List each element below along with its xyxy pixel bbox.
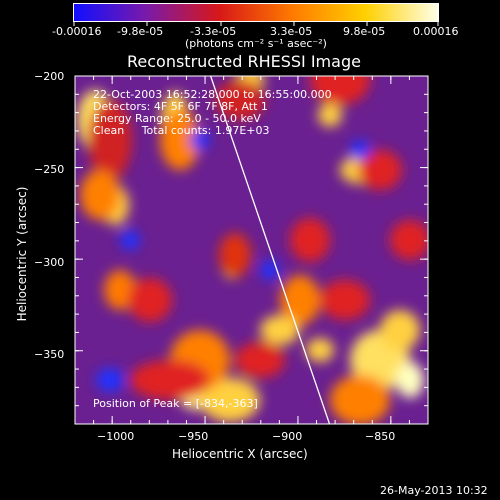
heatmap-blob	[396, 362, 424, 398]
x-tick-label: −1000	[97, 430, 135, 443]
colorbar-tick-label: -0.00016	[52, 25, 102, 38]
heatmap-blob	[390, 220, 428, 260]
y-axis-title: Heliocentric Y (arcsec)	[15, 186, 29, 322]
heatmap-blob	[88, 100, 132, 180]
colorbar	[73, 3, 439, 22]
y-tick-label: −300	[34, 256, 65, 269]
annotation-detectors: Detectors: 4F 5F 6F 7F 8F, Att 1	[93, 100, 268, 113]
x-tick-label: −950	[178, 430, 209, 443]
plot-title: Reconstructed RHESSI Image	[127, 52, 361, 71]
heatmap-blob	[310, 76, 370, 105]
heatmap-blob	[320, 280, 370, 320]
x-axis-title: Heliocentric X (arcsec)	[172, 447, 308, 461]
footer-timestamp: 26-May-2013 10:32	[380, 484, 488, 497]
heatmap-blob	[160, 110, 200, 170]
annotation-energy-range: Energy Range: 25.0 - 50.0 keV	[93, 112, 261, 125]
heatmap-blob	[215, 80, 265, 120]
y-tick-label: −350	[34, 348, 65, 361]
x-tick-label: −900	[272, 430, 303, 443]
heatmap-blob	[200, 378, 260, 422]
heatmap-blob	[380, 310, 420, 350]
annotation-clean-counts: Clean Total counts: 1.97E+03	[93, 124, 270, 137]
y-tick-label: −200	[34, 70, 65, 83]
colorbar-unit-label: (photons cm⁻² s⁻¹ asec⁻²)	[185, 37, 327, 50]
heatmap-blob	[130, 360, 210, 400]
solar-limb-line	[210, 76, 331, 424]
annotation-time-range: 22-Oct-2003 16:52:28.000 to 16:55:00.000	[93, 88, 332, 101]
heatmap-blob	[306, 338, 334, 362]
y-tick-label: −250	[34, 163, 65, 176]
colorbar-tick-label: -9.8e-05	[117, 25, 164, 38]
heatmap-blob	[80, 170, 120, 220]
heatmap-blob	[260, 315, 300, 345]
heatmap-blob	[358, 150, 402, 190]
heatmap-blob	[219, 233, 251, 277]
colorbar-tick-label: 3.3e-05	[270, 25, 313, 38]
colorbar-tick-label: 9.8e-05	[343, 25, 386, 38]
colorbar-tick-label: -3.3e-05	[190, 25, 237, 38]
heatmap-blob	[96, 368, 124, 392]
colorbar-ticks	[73, 22, 439, 26]
heatmap-blob	[318, 103, 342, 127]
heatmap-blob	[120, 230, 140, 250]
heatmap-blob	[190, 130, 210, 150]
heatmap-blob	[280, 275, 320, 325]
x-tick-label: −850	[365, 430, 396, 443]
heatmap-blob	[128, 278, 172, 322]
heatmap-blob	[330, 375, 390, 424]
annotation-peak-position: Position of Peak = [-834,-363]	[93, 397, 258, 410]
heatmap-blob	[235, 342, 285, 378]
colorbar-tick-label: 0.00016	[413, 25, 459, 38]
heatmap-blob	[290, 218, 330, 262]
plot-frame	[74, 75, 429, 425]
heatmap-blob	[350, 140, 370, 160]
